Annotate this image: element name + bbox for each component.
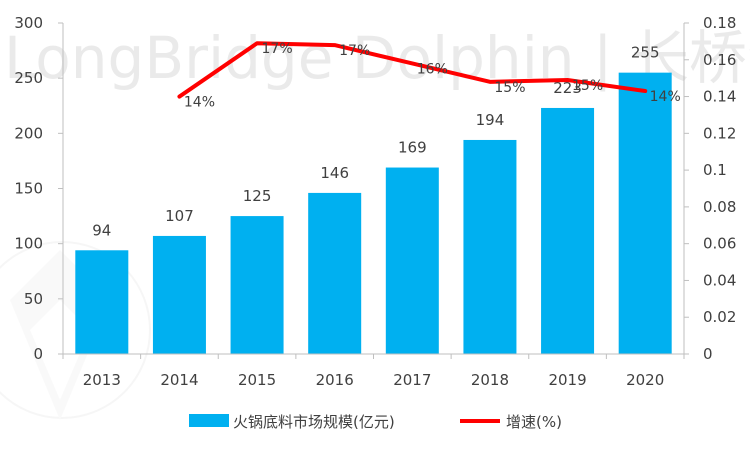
growth-value-label: 14% xyxy=(650,89,681,105)
growth-value-label: 16% xyxy=(417,61,448,77)
left-tick-label: 200 xyxy=(14,124,43,142)
bar-2017 xyxy=(385,167,439,354)
bar-series xyxy=(75,72,672,355)
left-tick-label: 250 xyxy=(14,69,43,87)
bar-value-label: 223 xyxy=(553,79,582,97)
x-tick-label: 2019 xyxy=(548,371,586,389)
x-tick-label: 2015 xyxy=(238,371,276,389)
legend-line-label: 增速(%) xyxy=(506,413,562,431)
growth-line xyxy=(177,41,648,99)
bar-value-label: 125 xyxy=(243,187,272,205)
bar-value-label: 169 xyxy=(398,139,427,157)
x-tick-label: 2014 xyxy=(160,371,198,389)
right-tick-label: 0.18 xyxy=(703,14,736,32)
bar-value-label: 146 xyxy=(320,164,349,182)
bar-labels: 94 107 125 146 169 194 223 255 xyxy=(92,44,659,240)
bar-2016 xyxy=(308,192,362,354)
bar-2015 xyxy=(230,216,284,354)
growth-value-label: 14% xyxy=(184,95,215,111)
left-tick-label: 300 xyxy=(14,14,43,32)
bar-2013 xyxy=(75,250,129,354)
right-tick-label: 0.02 xyxy=(703,308,736,326)
x-axis-ticks: 2013 2014 2015 2016 2017 2018 2019 2020 xyxy=(62,354,685,389)
bar-value-label: 255 xyxy=(631,44,660,62)
bar-2020 xyxy=(618,72,672,355)
growth-value-label: 17% xyxy=(339,43,370,59)
bar-2014 xyxy=(152,235,206,354)
left-tick-label: 0 xyxy=(33,345,43,363)
right-axis-ticks: 0 0.02 0.04 0.06 0.08 0.1 0.12 0.14 0.16 0.18 xyxy=(684,14,736,363)
bar-2019 xyxy=(541,107,595,354)
right-tick-label: 0.12 xyxy=(703,124,736,142)
bar-value-label: 94 xyxy=(92,221,111,239)
bar-value-label: 194 xyxy=(476,111,505,129)
growth-value-label: 17% xyxy=(262,41,293,57)
left-axis-ticks: 0 50 100 150 200 250 300 xyxy=(14,14,63,363)
right-tick-label: 0.04 xyxy=(703,271,736,289)
right-tick-label: 0 xyxy=(703,345,713,363)
right-tick-label: 0.1 xyxy=(703,161,727,179)
x-tick-label: 2017 xyxy=(393,371,431,389)
left-tick-label: 50 xyxy=(24,290,43,308)
left-tick-label: 150 xyxy=(14,180,43,198)
x-tick-label: 2020 xyxy=(626,371,664,389)
line-labels: 14% 17% 17% 16% 15% 15% 14% xyxy=(184,41,681,110)
bar-2018 xyxy=(463,139,517,354)
right-tick-label: 0.16 xyxy=(703,51,736,69)
growth-value-label: 15% xyxy=(494,80,525,96)
right-tick-label: 0.14 xyxy=(703,88,736,106)
x-tick-label: 2016 xyxy=(316,371,354,389)
left-tick-label: 100 xyxy=(14,235,43,253)
legend-bar-label: 火锅底料市场规模(亿元) xyxy=(233,413,395,431)
legend: 火锅底料市场规模(亿元) 增速(%) xyxy=(189,413,562,431)
x-tick-label: 2013 xyxy=(83,371,121,389)
bar-value-label: 107 xyxy=(165,207,194,225)
x-tick-label: 2018 xyxy=(471,371,509,389)
legend-bar-swatch xyxy=(189,414,229,427)
right-tick-label: 0.08 xyxy=(703,198,736,216)
growth-value-label: 15% xyxy=(572,78,603,94)
right-tick-label: 0.06 xyxy=(703,235,736,253)
line-series xyxy=(177,41,648,99)
